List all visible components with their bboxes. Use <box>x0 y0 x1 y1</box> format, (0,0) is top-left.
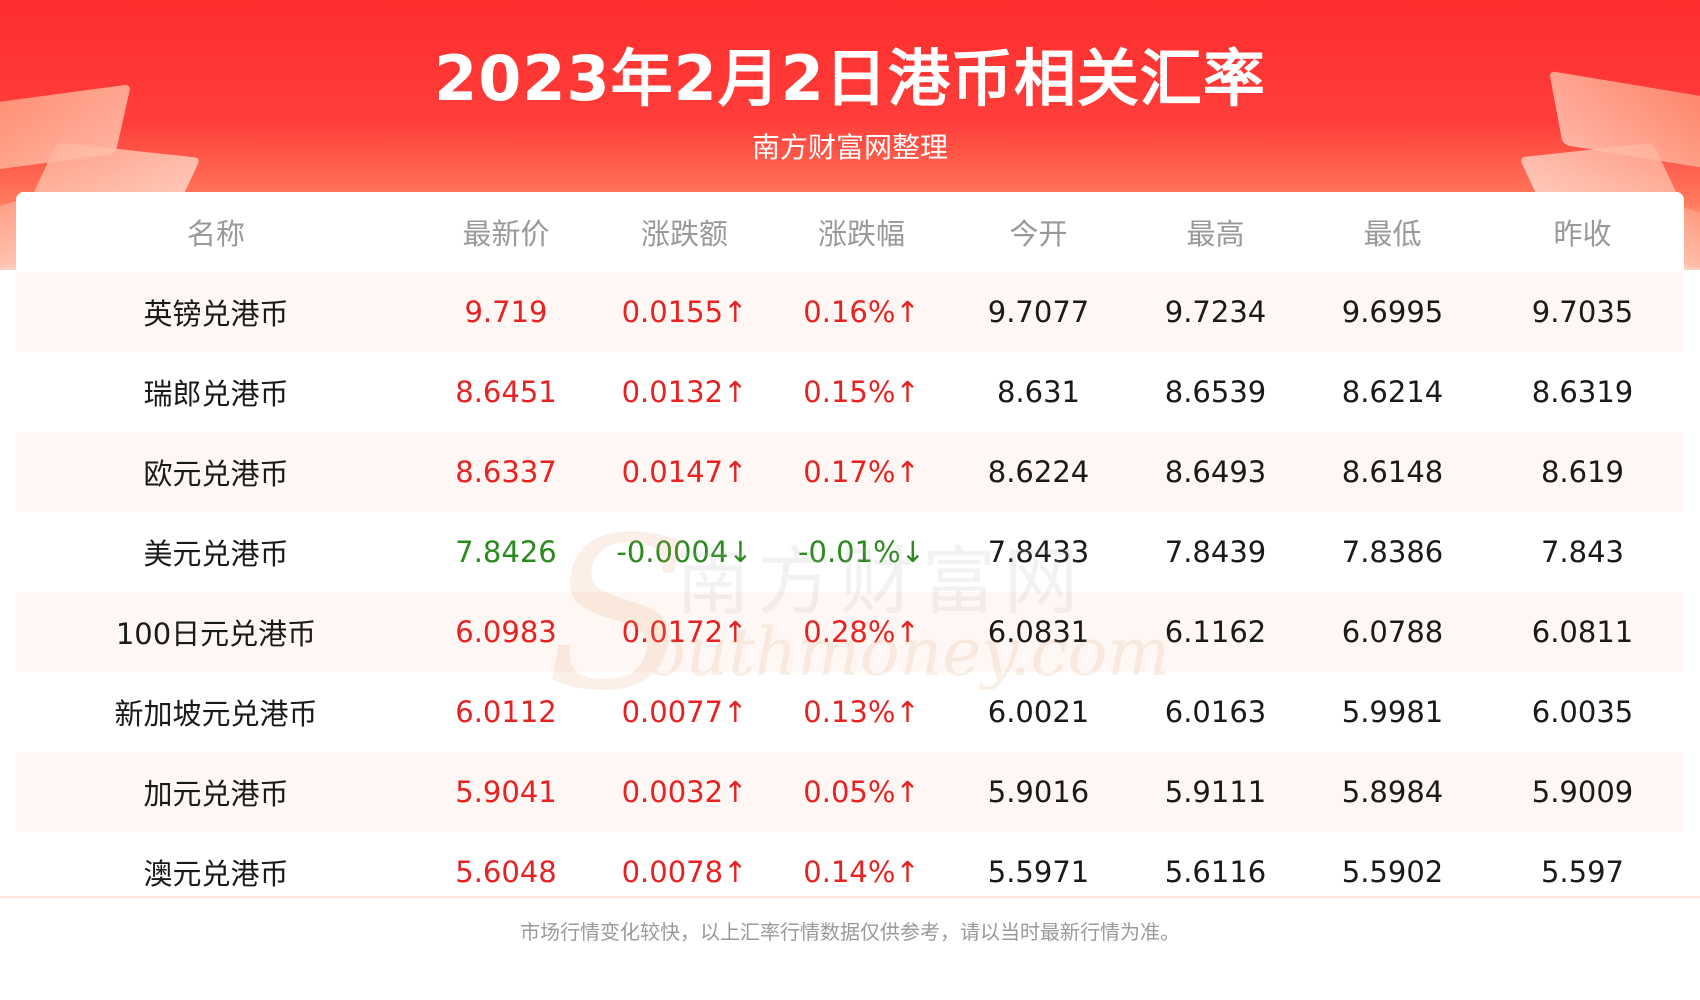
low-price-cell: 6.0788 <box>1304 592 1481 672</box>
open-price-cell: 5.5971 <box>950 832 1127 896</box>
column-header: 涨跌幅 <box>773 192 950 272</box>
currency-pair-name: 欧元兑港币 <box>16 432 416 512</box>
latest-price-cell: 6.0112 <box>416 672 596 752</box>
high-price-cell: 7.8439 <box>1127 512 1304 592</box>
latest-price-cell: 8.6451 <box>416 352 596 432</box>
table-row: 新加坡元兑港币 6.0112 0.0077↑ 0.13%↑ 6.0021 6.0163 5.… <box>16 672 1684 752</box>
latest-price-cell: 9.719 <box>416 272 596 352</box>
high-price-cell: 9.7234 <box>1127 272 1304 352</box>
prev-close-cell: 5.597 <box>1481 832 1684 896</box>
currency-pair-name: 英镑兑港币 <box>16 272 416 352</box>
change-percent-cell: 0.16%↑ <box>773 272 950 352</box>
prev-close-cell: 7.843 <box>1481 512 1684 592</box>
prev-close-cell: 6.0035 <box>1481 672 1684 752</box>
column-header: 最高 <box>1127 192 1304 272</box>
latest-price-cell: 5.9041 <box>416 752 596 832</box>
change-percent-cell: -0.01%↓ <box>773 512 950 592</box>
change-amount-cell: 0.0132↑ <box>596 352 773 432</box>
prev-close-cell: 6.0811 <box>1481 592 1684 672</box>
open-price-cell: 6.0021 <box>950 672 1127 752</box>
open-price-cell: 5.9016 <box>950 752 1127 832</box>
column-header: 最新价 <box>416 192 596 272</box>
prev-close-cell: 8.6319 <box>1481 352 1684 432</box>
high-price-cell: 6.0163 <box>1127 672 1304 752</box>
change-percent-cell: 0.15%↑ <box>773 352 950 432</box>
table-row: 瑞郎兑港币 8.6451 0.0132↑ 0.15%↑ 8.631 8.6539 8.621… <box>16 352 1684 432</box>
currency-pair-name: 新加坡元兑港币 <box>16 672 416 752</box>
currency-pair-name: 100日元兑港币 <box>16 592 416 672</box>
low-price-cell: 8.6214 <box>1304 352 1481 432</box>
change-percent-cell: 0.05%↑ <box>773 752 950 832</box>
currency-pair-name: 加元兑港币 <box>16 752 416 832</box>
table-row: 澳元兑港币 5.6048 0.0078↑ 0.14%↑ 5.5971 5.6116 5.59… <box>16 832 1684 896</box>
currency-pair-name: 瑞郎兑港币 <box>16 352 416 432</box>
footer-divider <box>0 896 1700 898</box>
change-amount-cell: 0.0155↑ <box>596 272 773 352</box>
low-price-cell: 5.8984 <box>1304 752 1481 832</box>
high-price-cell: 8.6493 <box>1127 432 1304 512</box>
column-header: 今开 <box>950 192 1127 272</box>
high-price-cell: 5.6116 <box>1127 832 1304 896</box>
change-amount-cell: 0.0172↑ <box>596 592 773 672</box>
column-header: 名称 <box>16 192 416 272</box>
prev-close-cell: 5.9009 <box>1481 752 1684 832</box>
table-row: 加元兑港币 5.9041 0.0032↑ 0.05%↑ 5.9016 5.9111 5.89… <box>16 752 1684 832</box>
change-percent-cell: 0.14%↑ <box>773 832 950 896</box>
change-percent-cell: 0.13%↑ <box>773 672 950 752</box>
open-price-cell: 9.7077 <box>950 272 1127 352</box>
change-amount-cell: 0.0147↑ <box>596 432 773 512</box>
low-price-cell: 9.6995 <box>1304 272 1481 352</box>
table-row: 100日元兑港币 6.0983 0.0172↑ 0.28%↑ 6.0831 6.1162 6… <box>16 592 1684 672</box>
prev-close-cell: 9.7035 <box>1481 272 1684 352</box>
column-header: 昨收 <box>1481 192 1684 272</box>
rates-card: 名称 最新价 涨跌额 涨跌幅 今开 最高 最低 昨收 英镑兑港币 9.719 0.0155↑ 0.1… <box>16 192 1684 896</box>
change-amount-cell: -0.0004↓ <box>596 512 773 592</box>
open-price-cell: 8.631 <box>950 352 1127 432</box>
change-amount-cell: 0.0077↑ <box>596 672 773 752</box>
change-percent-cell: 0.17%↑ <box>773 432 950 512</box>
table-row: 英镑兑港币 9.719 0.0155↑ 0.16%↑ 9.7077 9.7234 9.699… <box>16 272 1684 352</box>
prev-close-cell: 8.619 <box>1481 432 1684 512</box>
high-price-cell: 6.1162 <box>1127 592 1304 672</box>
currency-pair-name: 美元兑港币 <box>16 512 416 592</box>
table-header-row: 名称 最新价 涨跌额 涨跌幅 今开 最高 最低 昨收 <box>16 192 1684 272</box>
change-amount-cell: 0.0078↑ <box>596 832 773 896</box>
low-price-cell: 8.6148 <box>1304 432 1481 512</box>
page-title: 2023年2月2日港币相关汇率 <box>434 42 1266 115</box>
column-header: 涨跌额 <box>596 192 773 272</box>
open-price-cell: 8.6224 <box>950 432 1127 512</box>
table-body: 英镑兑港币 9.719 0.0155↑ 0.16%↑ 9.7077 9.7234 9.699… <box>16 272 1684 896</box>
rates-table: 名称 最新价 涨跌额 涨跌幅 今开 最高 最低 昨收 英镑兑港币 9.719 0.0155↑ 0.1… <box>16 192 1684 896</box>
currency-pair-name: 澳元兑港币 <box>16 832 416 896</box>
table-row: 欧元兑港币 8.6337 0.0147↑ 0.17%↑ 8.6224 8.6493 8.61… <box>16 432 1684 512</box>
low-price-cell: 5.9981 <box>1304 672 1481 752</box>
latest-price-cell: 5.6048 <box>416 832 596 896</box>
column-header: 最低 <box>1304 192 1481 272</box>
latest-price-cell: 7.8426 <box>416 512 596 592</box>
table-row: 美元兑港币 7.8426 -0.0004↓ -0.01%↓ 7.8433 7.8439 7.… <box>16 512 1684 592</box>
change-percent-cell: 0.28%↑ <box>773 592 950 672</box>
page-subtitle: 南方财富网整理 <box>751 131 948 164</box>
change-amount-cell: 0.0032↑ <box>596 752 773 832</box>
low-price-cell: 7.8386 <box>1304 512 1481 592</box>
low-price-cell: 5.5902 <box>1304 832 1481 896</box>
latest-price-cell: 8.6337 <box>416 432 596 512</box>
open-price-cell: 7.8433 <box>950 512 1127 592</box>
open-price-cell: 6.0831 <box>950 592 1127 672</box>
high-price-cell: 8.6539 <box>1127 352 1304 432</box>
high-price-cell: 5.9111 <box>1127 752 1304 832</box>
disclaimer-text: 市场行情变化较快，以上汇率行情数据仅供参考，请以当时最新行情为准。 <box>520 920 1180 944</box>
latest-price-cell: 6.0983 <box>416 592 596 672</box>
